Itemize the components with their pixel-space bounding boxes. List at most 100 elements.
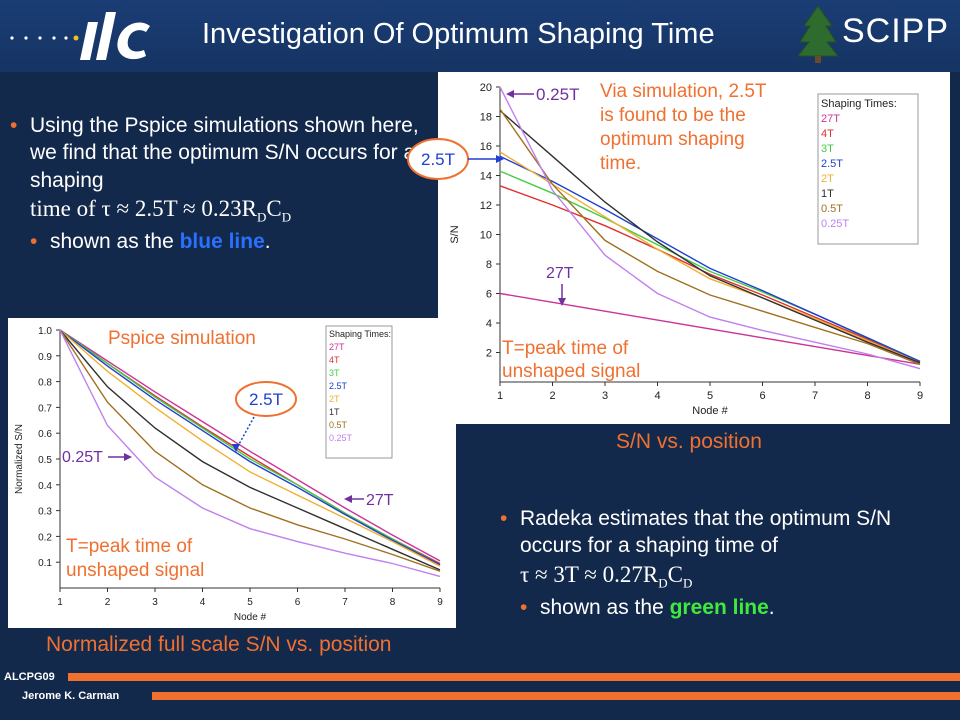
y-tick-label: 10: [480, 230, 492, 242]
bullet-block-2: • Radeka estimates that the optimum S/N …: [500, 505, 920, 621]
axes: 1 2 3 4 5 6 7 8 9 0.1 0.2 0.3 0.4 0.5 0.6 0.7 0.8 0.9 1.0: [38, 326, 443, 608]
y-tick-label: 0.2: [38, 532, 52, 543]
arrow-27-head: [558, 298, 566, 306]
legend-entry-4t: 4T: [329, 355, 340, 365]
tnote-line-2: unshaped signal: [502, 361, 640, 382]
x-tick-label: 4: [654, 390, 660, 402]
y-tick-label: 16: [480, 141, 492, 153]
label-27-left: 27T: [366, 492, 394, 509]
x-tick-label: 3: [152, 597, 158, 608]
ilc-logo: ilc: [10, 12, 150, 60]
bullet-1-sub-prefix: shown as the: [50, 230, 180, 254]
legend-entry-2t: 2T: [821, 173, 834, 185]
x-tick-label: 9: [917, 390, 923, 402]
x-tick-label: 7: [342, 597, 348, 608]
sub-bullet-marker: •: [30, 230, 38, 254]
y-tick-label: 8: [486, 259, 492, 271]
scipp-logo-text: SCIPP: [842, 12, 950, 50]
series-line-2p5t: [499, 155, 921, 363]
series-lines: [499, 86, 921, 370]
annotation-27: 27T: [546, 265, 574, 306]
legend-title: Shaping Times:: [329, 329, 391, 339]
bullet-marker: •: [500, 507, 508, 530]
footer-stripe-2: [152, 692, 960, 700]
y-tick-label: 20: [480, 82, 492, 94]
bullet-block-1: • Using the Pspice simulations shown her…: [10, 112, 430, 256]
legend-entry-4t: 4T: [821, 128, 834, 140]
y-axis-label: S/N: [449, 225, 461, 243]
footer-stripe-1: [68, 673, 960, 681]
y-tick-label: 12: [480, 200, 492, 212]
y-tick-label: 4: [486, 318, 492, 330]
y-tick-label: 0.3: [38, 507, 52, 518]
series-line-27t: [499, 292, 921, 365]
legend-title: Shaping Times:: [821, 98, 897, 110]
x-axis-label: Node #: [234, 612, 267, 623]
footer-conference: ALCPG09: [4, 671, 55, 683]
bullet-marker: •: [10, 114, 18, 137]
legend-entry-27t: 27T: [821, 113, 840, 125]
callout-25-left: 2.5T: [232, 381, 297, 452]
tree-icon: [796, 5, 840, 63]
x-tick-label: 5: [707, 390, 713, 402]
callout-25-left-label: 2.5T: [249, 390, 283, 409]
legend-entry-2p5t: 2.5T: [329, 381, 348, 391]
y-tick-label: 2: [486, 348, 492, 360]
y-axis-label: Normalized S/N: [14, 424, 25, 494]
label-27: 27T: [546, 265, 574, 282]
bullet-1-sub: • shown as the blue line.: [10, 228, 430, 255]
callout-25-label: 2.5T: [421, 150, 455, 169]
y-tick-label: 6: [486, 289, 492, 301]
series-line-0p5t: [499, 108, 921, 365]
ilc-dots: [10, 36, 68, 40]
y-tick-label: 14: [480, 171, 492, 183]
bullet-1-text: Using the Pspice simulations shown here,…: [30, 114, 419, 192]
series-line-3t: [59, 329, 441, 566]
x-tick-label: 1: [497, 390, 503, 402]
x-tick-label: 5: [247, 597, 253, 608]
legend-entry-3t: 3T: [329, 368, 340, 378]
tnote-left-line-2: unshaped signal: [66, 560, 204, 581]
series-line-2t: [499, 151, 921, 364]
y-tick-label: 0.6: [38, 429, 52, 440]
x-tick-label: 4: [200, 597, 206, 608]
legend: Shaping Times: 27T 4T 3T 2.5T 2T 1T 0.5T 0.25T: [817, 93, 919, 245]
arrow-025-head: [506, 90, 514, 98]
legend: Shaping Times: 27T 4T 3T 2.5T 2T 1T 0.5T 0.25T: [325, 325, 393, 459]
bullet-2: • Radeka estimates that the optimum S/N …: [500, 505, 920, 592]
y-tick-label: 0.9: [38, 352, 52, 363]
chart-title: Pspice simulation: [108, 328, 256, 349]
label-025: 0.25T: [536, 85, 579, 104]
left-chart: 1 2 3 4 5 6 7 8 9 0.1 0.2 0.3 0.4 0.5 0.6 0.7 0.8 0.9 1.0 N…: [14, 325, 443, 623]
legend-entry-27t: 27T: [329, 342, 345, 352]
series-line-2t: [59, 329, 441, 567]
x-tick-label: 8: [390, 597, 396, 608]
bullet-1-formula: time of τ ≈ 2.5T ≈ 0.23RDCD: [30, 195, 292, 225]
x-tick-label: 2: [105, 597, 111, 608]
annotation-27-left: 27T: [344, 492, 394, 509]
series-lines: [59, 329, 441, 578]
series-line-27t: [59, 329, 441, 562]
right-chart-caption: S/N vs. position: [616, 430, 762, 453]
callout-25-left-arrow-head: [232, 444, 240, 452]
legend-entry-3t: 3T: [821, 143, 834, 155]
bullet-2-formula: τ ≈ 3T ≈ 0.27RDCD: [520, 561, 693, 591]
series-line-2p5t: [59, 329, 441, 566]
x-tick-label: 6: [295, 597, 301, 608]
series-line-0p25t: [59, 329, 441, 578]
arrow-27-left-head: [344, 495, 352, 503]
y-tick-label: 0.8: [38, 378, 52, 389]
legend-box: [817, 93, 919, 245]
legend-entry-2t: 2T: [329, 394, 340, 404]
bullet-1: • Using the Pspice simulations shown her…: [10, 112, 430, 226]
y-tick-label: 18: [480, 112, 492, 124]
y-tick-label: 0.4: [38, 481, 52, 492]
x-tick-label: 3: [602, 390, 608, 402]
header-band: [0, 0, 960, 72]
legend-entry-0p25t: 0.25T: [329, 433, 353, 443]
callout-25-left-ellipse: [235, 381, 297, 417]
series-line-0p25t: [499, 86, 921, 370]
x-tick-label: 2: [549, 390, 555, 402]
